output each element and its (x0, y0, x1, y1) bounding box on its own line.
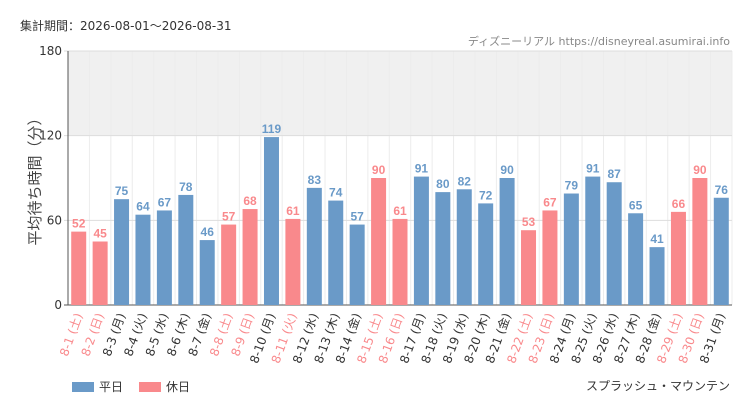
bar (242, 209, 258, 305)
data-label: 67 (158, 195, 172, 209)
bar (221, 224, 237, 305)
data-label: 72 (479, 188, 493, 202)
y-tick-label: 180 (39, 44, 62, 58)
bar (328, 200, 344, 305)
legend-swatch-holiday (139, 381, 162, 392)
bar (606, 182, 622, 305)
bar (713, 197, 729, 305)
bar (71, 231, 87, 305)
y-tick-label: 120 (39, 129, 62, 143)
source-label: ディズニーリアル https://disneyreal.asumirai.inf… (467, 35, 730, 48)
bar (135, 214, 151, 305)
data-label: 75 (115, 184, 129, 198)
bar (585, 176, 601, 305)
data-label: 66 (672, 197, 686, 211)
data-label: 67 (543, 195, 557, 209)
bar (499, 178, 515, 305)
data-label: 61 (286, 204, 300, 218)
data-label: 90 (500, 163, 514, 177)
bar (692, 178, 708, 305)
bar (413, 176, 429, 305)
y-tick-label: 60 (47, 213, 62, 227)
bar (92, 241, 108, 305)
bar (649, 247, 665, 305)
data-label: 57 (350, 210, 364, 224)
legend: 平日 休日 (72, 378, 200, 395)
bar (628, 213, 644, 305)
legend-label-weekday: 平日 (99, 380, 124, 394)
legend-label-holiday: 休日 (166, 380, 191, 394)
band-high (68, 51, 732, 136)
data-label: 53 (522, 215, 536, 229)
bar (670, 211, 686, 305)
bar (199, 240, 215, 305)
data-label: 57 (222, 210, 236, 224)
data-label: 90 (372, 163, 386, 177)
data-label: 52 (72, 217, 86, 231)
bar (156, 210, 172, 305)
data-label: 74 (329, 186, 343, 200)
bar (263, 137, 279, 305)
data-label: 41 (650, 232, 664, 246)
data-label: 83 (308, 173, 322, 187)
data-label: 64 (136, 200, 150, 214)
data-label: 45 (93, 227, 107, 241)
bar (306, 187, 322, 305)
bar (285, 218, 301, 305)
y-axis-title: 平均待ち時間（分） (26, 110, 44, 245)
data-label: 87 (608, 167, 622, 181)
period-label: 集計期間：2026-08-01～2026-08-31 (20, 19, 232, 33)
data-label: 46 (201, 225, 215, 239)
data-label: 68 (243, 194, 257, 208)
data-label: 79 (565, 179, 579, 193)
bar (563, 193, 579, 305)
bar (178, 194, 194, 305)
bar (435, 192, 451, 305)
legend-item-weekday[interactable]: 平日 (72, 378, 123, 395)
data-label: 91 (415, 162, 429, 176)
bar (478, 203, 494, 305)
legend-swatch-weekday (72, 381, 94, 392)
data-label: 90 (693, 163, 707, 177)
data-label: 119 (262, 122, 282, 136)
bar (371, 178, 387, 305)
bar (521, 230, 537, 305)
data-label: 78 (179, 180, 193, 194)
data-label: 91 (586, 162, 600, 176)
legend-item-holiday[interactable]: 休日 (139, 378, 190, 395)
bar (349, 224, 365, 305)
bar (542, 210, 558, 305)
data-label: 61 (393, 204, 407, 218)
data-label: 65 (629, 198, 643, 212)
bar (392, 218, 408, 305)
data-label: 76 (715, 183, 729, 197)
bar (456, 189, 472, 305)
data-label: 82 (458, 174, 472, 188)
attraction-name: スプラッシュ・マウンテン (585, 379, 730, 393)
data-label: 80 (436, 177, 450, 191)
y-tick-label: 0 (54, 298, 62, 312)
bar (114, 199, 130, 305)
